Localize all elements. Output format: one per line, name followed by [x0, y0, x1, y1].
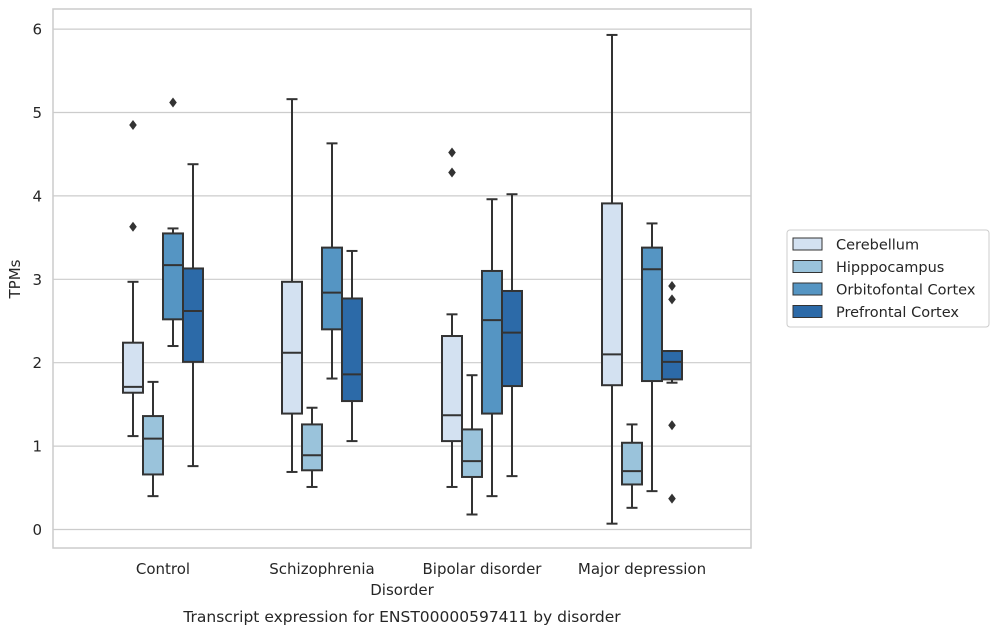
box-3-2 — [501, 193, 523, 478]
x-tick-label: Control — [136, 560, 190, 578]
box-3-1 — [341, 249, 363, 443]
plot-area-frame — [52, 8, 752, 549]
box-2-1 — [321, 142, 343, 380]
legend-swatch — [792, 305, 823, 318]
y-tick-label: 1 — [32, 438, 42, 456]
y-tick-label: 4 — [32, 187, 42, 205]
outlier-point — [668, 420, 676, 431]
legend-swatch — [792, 237, 823, 251]
outlier-point — [668, 280, 676, 291]
box-1-0 — [142, 380, 164, 498]
box-1-1 — [301, 406, 323, 488]
box-0-1 — [281, 98, 303, 473]
box-iqr — [501, 289, 523, 388]
box-3-0 — [182, 163, 204, 468]
box-iqr — [661, 350, 683, 381]
x-tick-label: Bipolar disorder — [423, 560, 543, 578]
outlier-point — [169, 97, 177, 108]
box-iqr — [142, 415, 164, 476]
box-iqr — [341, 297, 363, 403]
box-iqr — [122, 341, 144, 394]
outlier-point — [129, 221, 137, 232]
outlier-point — [668, 493, 676, 504]
box-iqr — [461, 428, 483, 478]
y-axis-title: TPMs — [6, 259, 24, 299]
box-0-0 — [122, 120, 144, 438]
box-iqr — [281, 280, 303, 415]
legend-swatch — [792, 282, 823, 296]
x-tick-label: Major depression — [578, 560, 706, 578]
y-tick-label: 3 — [32, 271, 42, 289]
box-2-0 — [162, 97, 184, 348]
legend-swatch — [792, 260, 823, 273]
legend-label: Cerebellum — [836, 238, 919, 254]
outlier-point — [448, 147, 456, 158]
x-tick-labels: Control Schizophrenia Bipolar disorder Majo… — [136, 560, 706, 578]
box-iqr — [601, 202, 623, 387]
y-tick-label: 6 — [32, 21, 42, 39]
legend-frame — [786, 229, 990, 328]
box-3-3 — [661, 280, 683, 504]
box-2-2 — [481, 198, 503, 498]
chart-caption: Transcript expression for ENST0000059741… — [182, 608, 621, 626]
legend-label: Hipppocampus — [836, 260, 944, 276]
box-iqr — [321, 246, 343, 331]
box-iqr — [182, 267, 204, 363]
y-tick-label: 0 — [32, 521, 42, 539]
box-iqr — [301, 423, 323, 472]
legend: Cerebellum Hipppocampus Orbitofontal Corte… — [786, 229, 990, 328]
y-tick-label: 2 — [32, 354, 42, 372]
box-0-3 — [601, 33, 623, 525]
y-tick-labels: 0 1 2 3 4 5 6 — [32, 21, 42, 539]
x-tick-label: Schizophrenia — [269, 560, 374, 578]
y-tick-label: 5 — [32, 104, 42, 122]
box-iqr — [621, 441, 643, 486]
box-series — [122, 33, 683, 525]
box-iqr — [441, 335, 463, 443]
x-axis-title: Disorder — [370, 581, 434, 599]
box-1-2 — [461, 374, 483, 516]
box-2-3 — [641, 222, 663, 493]
legend-label: Orbitofontal Cortex — [836, 283, 976, 299]
box-iqr — [162, 232, 184, 321]
box-1-3 — [621, 423, 643, 509]
outlier-point — [668, 294, 676, 305]
outlier-point — [129, 120, 137, 131]
box-iqr — [481, 269, 503, 415]
box-iqr — [641, 246, 663, 383]
box-0-2 — [441, 147, 463, 488]
legend-label: Prefrontal Cortex — [836, 305, 959, 321]
outlier-point — [448, 167, 456, 178]
